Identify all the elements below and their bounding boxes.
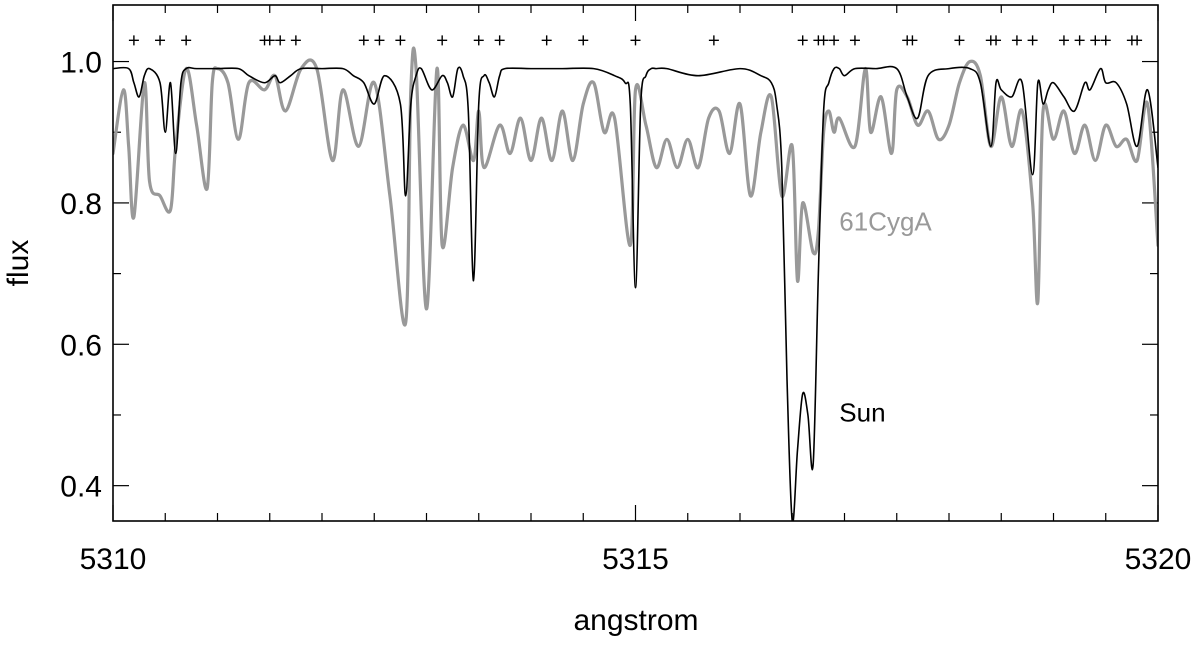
line-marker <box>954 35 965 46</box>
line-marker <box>1027 35 1038 46</box>
line-marker <box>630 35 641 46</box>
line-marker <box>128 35 139 46</box>
line-marker <box>181 35 192 46</box>
line-marker <box>494 35 505 46</box>
line-marker <box>829 35 840 46</box>
line-markers <box>128 35 1143 46</box>
line-marker <box>275 35 286 46</box>
series-label-61cyga: 61CygA <box>839 207 932 237</box>
line-marker <box>358 35 369 46</box>
line-marker <box>473 35 484 46</box>
line-marker <box>395 35 406 46</box>
series-lines <box>113 46 1158 521</box>
line-marker <box>818 35 829 46</box>
line-marker <box>1074 35 1085 46</box>
tick-labels: 5310 5315 5320 0.4 0.6 0.8 1.0 <box>60 47 1191 576</box>
line-marker <box>541 35 552 46</box>
y-tick-label: 0.6 <box>60 329 102 362</box>
line-marker <box>264 35 275 46</box>
line-marker <box>1090 35 1101 46</box>
line-marker <box>1011 35 1022 46</box>
y-tick-label: 0.8 <box>60 188 102 221</box>
series-line-sun <box>113 65 1158 521</box>
line-marker <box>155 35 166 46</box>
y-tick-label: 1.0 <box>60 47 102 80</box>
line-marker <box>849 35 860 46</box>
x-tick-label: 5310 <box>80 543 147 576</box>
x-tick-label: 5320 <box>1125 543 1192 576</box>
line-marker <box>797 35 808 46</box>
y-tick-label: 0.4 <box>60 471 102 504</box>
x-axis-label: angstrom <box>573 604 698 637</box>
line-marker <box>991 35 1002 46</box>
line-marker <box>907 35 918 46</box>
line-marker <box>1132 35 1143 46</box>
series-labels: 61CygA Sun <box>839 207 932 428</box>
series-label-sun: Sun <box>839 397 885 427</box>
line-marker <box>374 35 385 46</box>
line-marker <box>1100 35 1111 46</box>
x-tick-label: 5315 <box>602 543 669 576</box>
line-marker <box>290 35 301 46</box>
y-axis-label: flux <box>2 240 35 287</box>
line-marker <box>708 35 719 46</box>
plot-frame <box>112 4 1159 522</box>
line-marker <box>1058 35 1069 46</box>
line-marker <box>578 35 589 46</box>
line-marker <box>437 35 448 46</box>
